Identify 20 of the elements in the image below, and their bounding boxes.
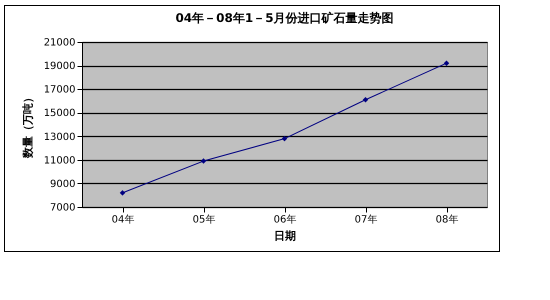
y-tick-label: 11000: [44, 155, 76, 166]
x-tick-label: 06年: [274, 214, 296, 226]
y-tick-label: 15000: [44, 108, 76, 120]
point: [200, 158, 206, 164]
y-tick-label: 7000: [50, 202, 76, 214]
point: [120, 190, 126, 196]
y-axis-title: 数量（万吨）: [22, 92, 35, 159]
y-tick-label: 13000: [44, 132, 76, 143]
y-tick-label: 17000: [44, 84, 76, 96]
x-tick-label: 07年: [354, 214, 378, 226]
y-tick-label: 19000: [44, 61, 76, 72]
x-tick-label: 08年: [436, 214, 458, 226]
point: [282, 136, 288, 142]
point: [444, 60, 450, 66]
y-tick-label: 9000: [50, 178, 76, 190]
x-tick-label: 05年: [192, 214, 216, 226]
x-tick-label: 04年: [112, 214, 134, 226]
y-tick-label: 21000: [44, 38, 76, 48]
chart-title: 04年－08年1－5月份进口矿石量走势图: [175, 11, 394, 25]
x-axis-title: 日期: [274, 230, 296, 242]
